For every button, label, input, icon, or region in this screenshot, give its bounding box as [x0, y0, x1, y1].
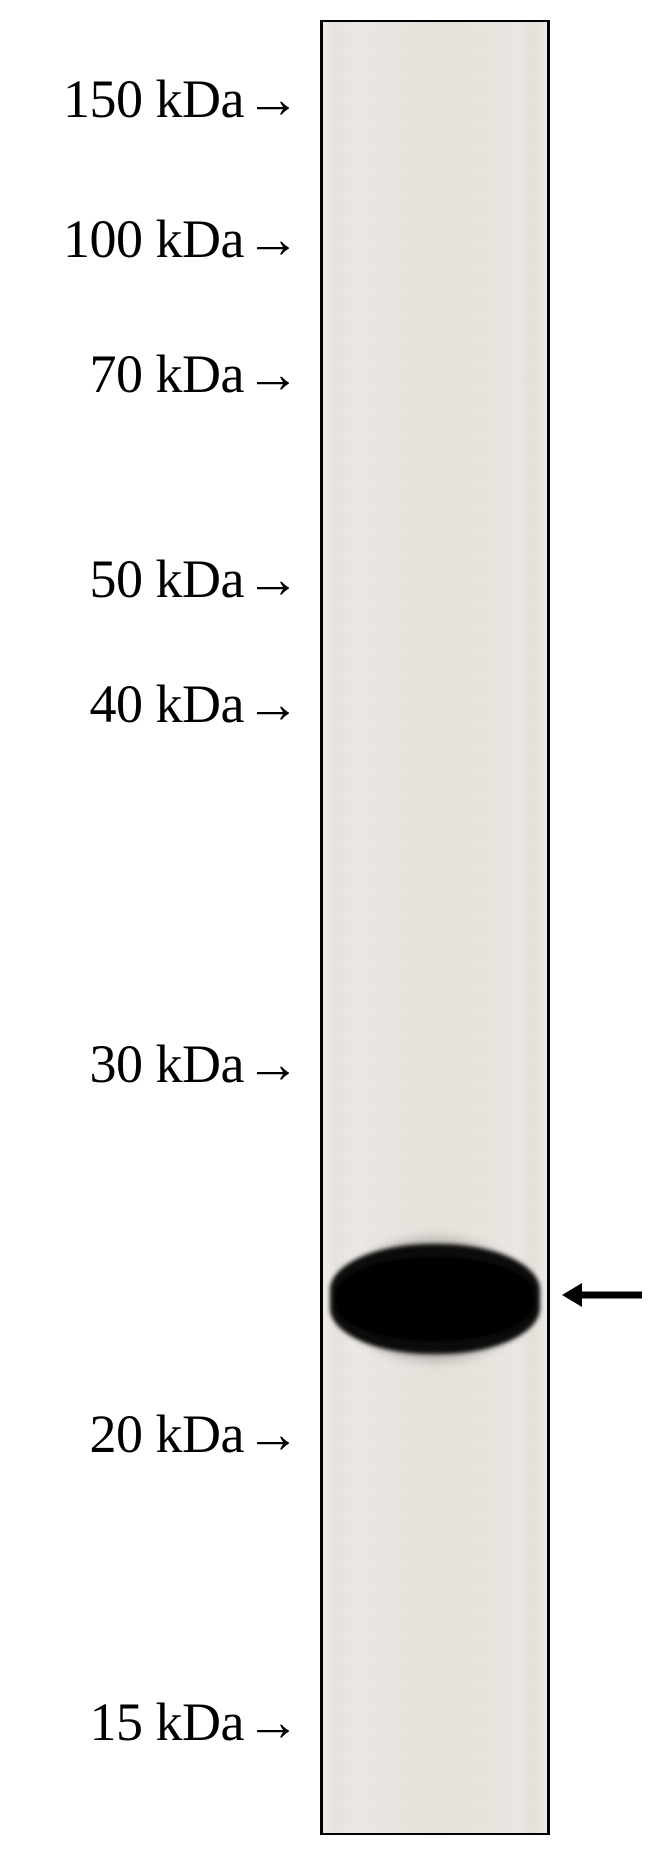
marker-label: 30 kDa [90, 1033, 244, 1095]
lane-streak [341, 22, 350, 1833]
molecular-weight-ladder: 150 kDa → 100 kDa → 70 kDa → 50 kDa → 40… [0, 0, 300, 1855]
marker-arrow-icon: → [246, 1691, 300, 1753]
lane-streak [511, 22, 520, 1833]
marker-label: 15 kDa [90, 1691, 244, 1753]
marker-arrow-icon: → [246, 343, 300, 405]
blot-lane [320, 20, 550, 1835]
marker-arrow-icon: → [246, 1033, 300, 1095]
marker-arrow-icon: → [246, 548, 300, 610]
marker-70kda: 70 kDa → [90, 343, 300, 405]
marker-label: 70 kDa [90, 343, 244, 405]
marker-label: 50 kDa [90, 548, 244, 610]
marker-label: 40 kDa [90, 673, 244, 735]
marker-50kda: 50 kDa → [90, 548, 300, 610]
marker-20kda: 20 kDa → [90, 1403, 300, 1465]
marker-100kda: 100 kDa → [63, 208, 300, 270]
marker-15kda: 15 kDa → [90, 1691, 300, 1753]
marker-arrow-icon: → [246, 208, 300, 270]
marker-40kda: 40 kDa → [90, 673, 300, 735]
marker-label: 100 kDa [63, 208, 244, 270]
arrow-left-icon [560, 1278, 644, 1312]
marker-arrow-icon: → [246, 1403, 300, 1465]
protein-band-core [336, 1257, 533, 1341]
marker-arrow-icon: → [246, 673, 300, 735]
marker-30kda: 30 kDa → [90, 1033, 300, 1095]
marker-label: 20 kDa [90, 1403, 244, 1465]
band-indicator-arrow [560, 1278, 644, 1312]
marker-arrow-icon: → [246, 68, 300, 130]
lane-streak [453, 22, 464, 1833]
lane-streak [390, 22, 397, 1833]
marker-150kda: 150 kDa → [63, 68, 300, 130]
western-blot-figure: WWW.PTGLAB.COM 150 kDa → 100 kDa → 70 kD… [0, 0, 650, 1855]
marker-label: 150 kDa [63, 68, 244, 130]
